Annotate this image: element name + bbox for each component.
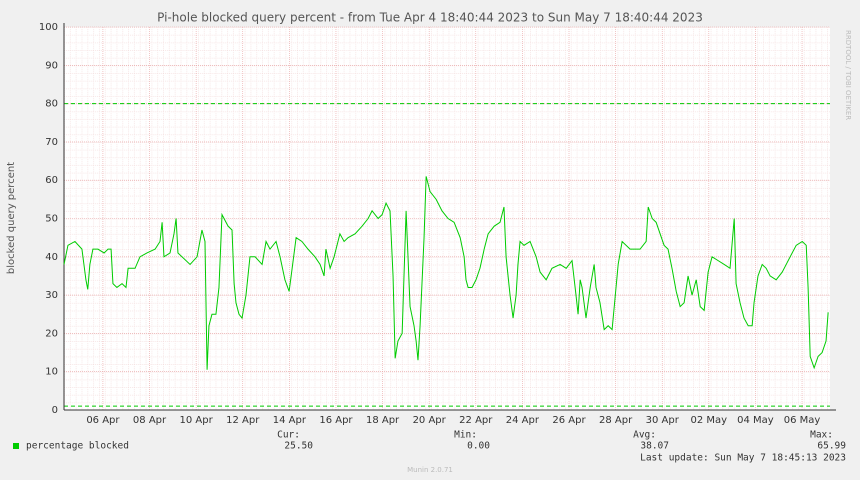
x-tick-label: 12 Apr [226,415,260,426]
x-tick-label: 30 Apr [646,415,680,426]
side-label: RRDTOOL / TOBI OETIKER [844,30,852,120]
y-tick-label: 40 [45,252,58,263]
y-tick-label: 0 [52,405,58,416]
last-update: Last update: Sun May 7 18:45:13 2023 [640,453,846,464]
y-tick-label: 70 [45,137,58,148]
x-tick-label: 20 Apr [413,415,447,426]
x-tick-label: 22 Apr [459,415,493,426]
y-tick-label: 100 [39,22,58,33]
stat-value: 0.00 [467,441,490,452]
x-tick-label: 14 Apr [273,415,307,426]
y-tick-label: 90 [45,60,58,71]
data-line [63,176,829,370]
x-tick-label: 28 Apr [599,415,633,426]
x-tick-label: 06 Apr [86,415,120,426]
x-tick-label: 10 Apr [180,415,214,426]
stat-value: 65.99 [817,441,846,452]
x-tick-label: 04 May [737,415,774,426]
footer: Munin 2.0.71 [407,466,453,474]
axis [63,23,836,411]
y-tick-label: 50 [45,214,58,225]
x-tick-label: 02 May [691,415,728,426]
x-tick-label: 18 Apr [366,415,400,426]
x-tick-label: 16 Apr [319,415,353,426]
legend-swatch [13,443,19,449]
stat-label: Max: [810,430,833,441]
x-tick-label: 26 Apr [552,415,586,426]
y-tick-label: 60 [45,175,58,186]
y-tick-label: 30 [45,290,58,301]
stat-label: Avg: [633,430,656,441]
stat-label: Cur: [277,430,300,441]
y-tick-label: 10 [45,367,58,378]
x-tick-label: 06 May [784,415,821,426]
stat-value: 38.07 [640,441,669,452]
chart-title: Pi-hole blocked query percent - from Tue… [157,11,703,25]
x-tick-label: 24 Apr [506,415,540,426]
y-axis-label: blocked query percent [6,162,17,274]
y-tick-label: 20 [45,328,58,339]
stat-value: 25.50 [284,441,313,452]
stat-label: Min: [454,430,477,441]
y-tick-label: 80 [45,99,58,110]
x-tick-label: 08 Apr [133,415,167,426]
legend-label: percentage blocked [26,441,129,452]
